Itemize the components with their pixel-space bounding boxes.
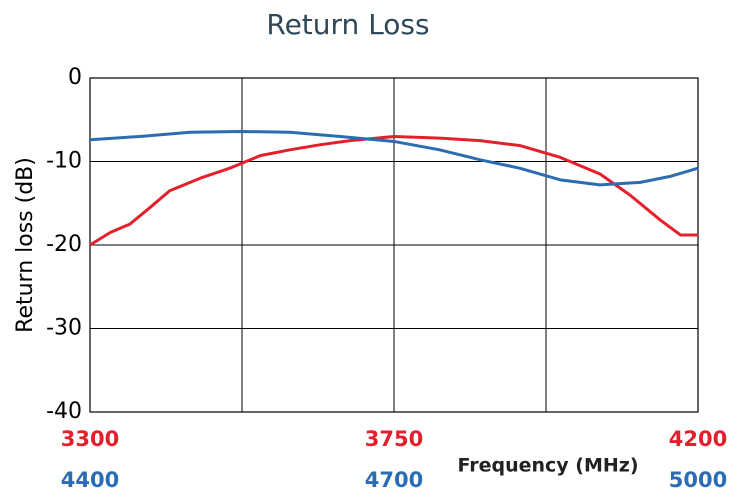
- x-tick-label: 4200: [669, 427, 727, 451]
- y-axis-label: Return loss (dB): [13, 157, 38, 333]
- y-tick-label: -40: [46, 399, 82, 424]
- x-tick-label: 3750: [365, 427, 423, 451]
- x-axis-label: Frequency (MHz): [457, 455, 638, 477]
- y-tick-label: -10: [46, 149, 82, 174]
- line-series: [89, 129, 699, 187]
- y-tick-label: 0: [68, 65, 82, 90]
- x2-tick-label: 5000: [669, 468, 727, 492]
- y-tick-label: -20: [46, 232, 82, 257]
- x2-tick-label: 4400: [61, 468, 119, 492]
- x-tick-label: 3300: [61, 427, 119, 451]
- line-series: [89, 134, 698, 247]
- chart-title: Return Loss: [266, 8, 429, 41]
- x2-tick-label: 4700: [365, 468, 423, 492]
- y-tick-label: -30: [46, 316, 82, 341]
